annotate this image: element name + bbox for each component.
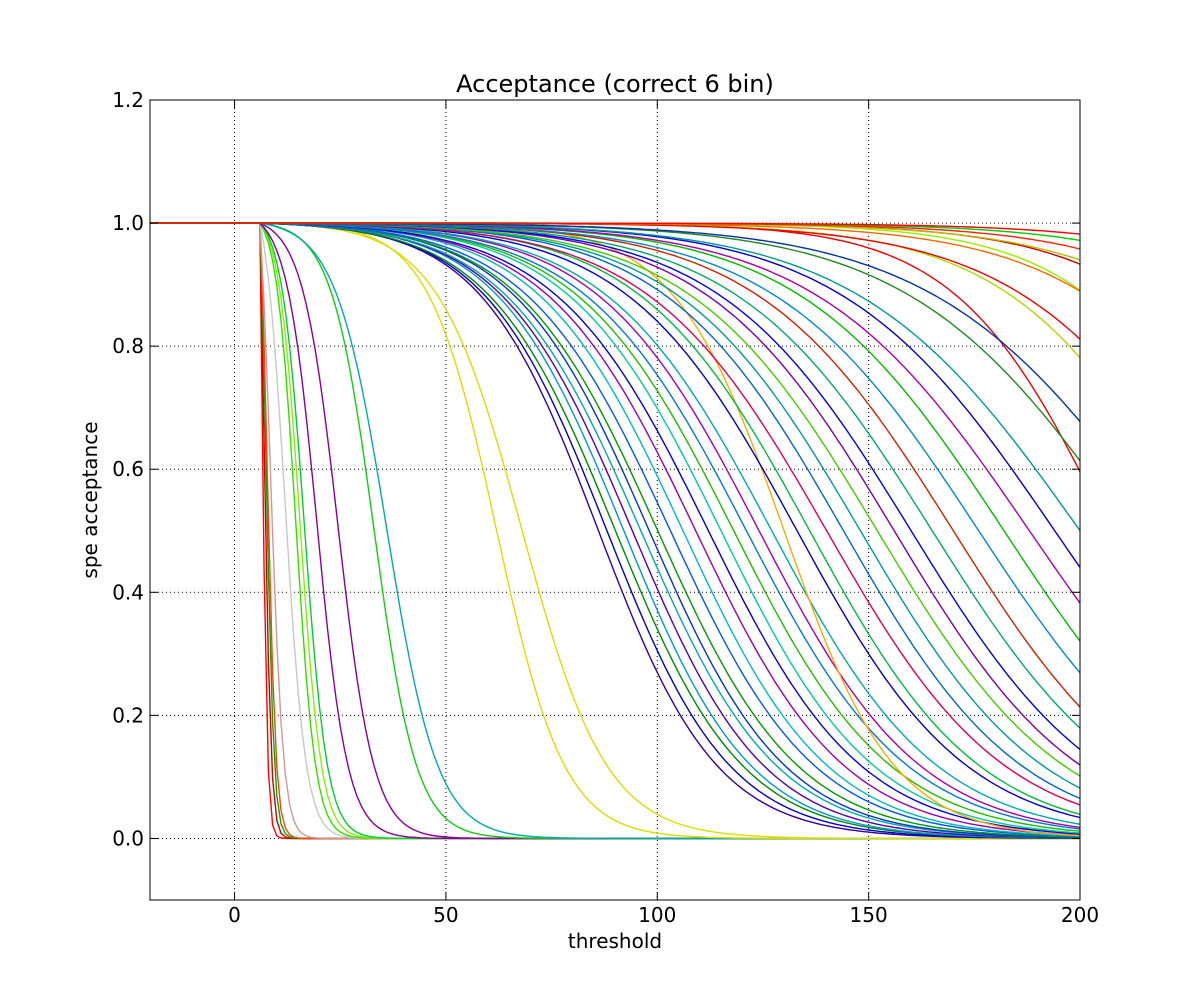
y-tick-label: 0.8: [112, 334, 144, 358]
series-line: [150, 222, 1081, 830]
x-tick-label: 150: [850, 903, 888, 927]
series-group: [150, 222, 1081, 840]
y-tick-label: 0.0: [112, 826, 144, 850]
x-tick-label: 100: [638, 903, 676, 927]
plot-frame: [149, 99, 1081, 901]
series-line: [150, 222, 1080, 840]
series-line: [150, 222, 1081, 838]
y-tick-label: 1.0: [112, 211, 144, 235]
chart-title: Acceptance (correct 6 bin): [456, 70, 774, 98]
series-line: [150, 222, 1081, 235]
x-axis-label: threshold: [568, 929, 662, 953]
y-axis-label: spe acceptance: [78, 421, 102, 578]
x-tick-label: 0: [228, 903, 241, 927]
series-line: [150, 222, 1081, 825]
series-line: [150, 222, 1081, 835]
y-tick-label: 1.2: [112, 88, 144, 112]
x-tick-label: 200: [1061, 903, 1099, 927]
y-tick-label: 0.6: [112, 457, 144, 481]
x-tick-label: 50: [433, 903, 458, 927]
y-tick-label: 0.4: [112, 580, 144, 604]
series-line: [150, 222, 1081, 838]
series-line: [150, 222, 1080, 839]
x-axis: 0 50 100 150 200: [228, 100, 1099, 927]
y-tick-label: 0.2: [112, 703, 144, 727]
y-axis: 0.0 0.2 0.4 0.6 0.8 1.0 1.2: [112, 88, 1080, 850]
